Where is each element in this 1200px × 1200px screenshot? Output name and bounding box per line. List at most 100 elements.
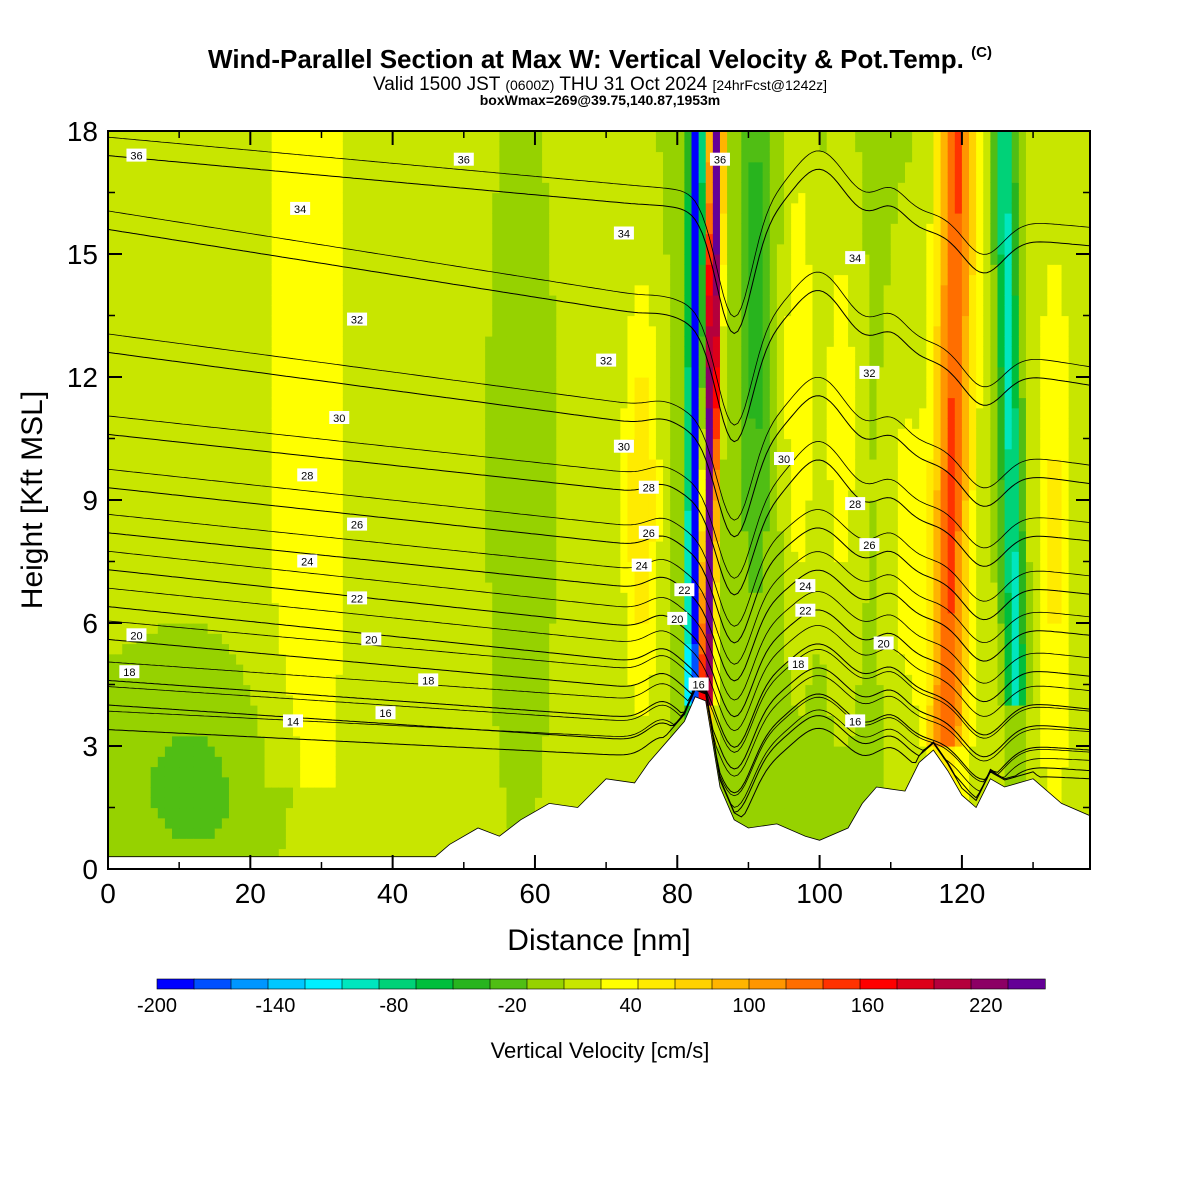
velocity-cell <box>406 448 415 460</box>
velocity-cell <box>549 141 557 153</box>
velocity-cell <box>563 336 572 347</box>
velocity-cell <box>357 489 365 501</box>
velocity-cell <box>591 653 600 665</box>
velocity-cell <box>385 807 394 819</box>
velocity-cell <box>556 192 565 204</box>
velocity-cell <box>278 346 287 358</box>
velocity-cell <box>193 684 202 696</box>
velocity-cell <box>164 520 173 532</box>
velocity-cell <box>421 131 429 142</box>
velocity-cell <box>378 202 387 214</box>
velocity-cell <box>421 243 429 255</box>
velocity-cell <box>250 489 259 501</box>
velocity-cell <box>307 192 315 204</box>
velocity-cell <box>520 141 529 153</box>
velocity-cell <box>584 325 593 337</box>
velocity-cell <box>122 602 130 614</box>
velocity-cell <box>556 797 565 809</box>
velocity-cell <box>278 807 287 819</box>
velocity-cell <box>520 602 529 614</box>
velocity-cell <box>449 766 458 778</box>
velocity-cell <box>456 664 465 675</box>
velocity-cell <box>186 561 194 573</box>
velocity-cell <box>257 848 266 860</box>
velocity-cell <box>271 520 280 532</box>
velocity-cell <box>321 264 330 276</box>
velocity-cell <box>591 356 600 368</box>
velocity-cell <box>556 397 565 409</box>
velocity-cell <box>563 664 572 675</box>
velocity-cell <box>577 479 586 491</box>
velocity-cell <box>506 469 515 481</box>
velocity-cell <box>591 325 600 337</box>
velocity-cell <box>549 623 557 634</box>
velocity-cell <box>413 223 422 235</box>
velocity-cell <box>321 315 330 327</box>
velocity-cell <box>570 356 579 368</box>
velocity-cell <box>506 705 515 716</box>
velocity-cell <box>179 223 187 235</box>
velocity-cell <box>207 807 216 819</box>
velocity-cell <box>421 530 429 542</box>
velocity-cell <box>385 407 394 419</box>
velocity-cell <box>499 202 508 214</box>
velocity-cell <box>186 428 194 440</box>
velocity-cell <box>214 807 223 819</box>
velocity-cell <box>264 551 273 563</box>
velocity-cell <box>207 479 216 491</box>
velocity-cell <box>385 141 394 153</box>
velocity-cell <box>172 715 180 727</box>
velocity-cell <box>193 838 202 850</box>
velocity-cell <box>435 735 444 747</box>
velocity-cell <box>534 387 543 399</box>
velocity-cell <box>556 571 565 583</box>
velocity-cell <box>122 192 130 204</box>
velocity-cell <box>435 469 444 481</box>
velocity-cell <box>129 776 138 788</box>
velocity-cell <box>314 848 323 860</box>
velocity-cell <box>364 561 372 573</box>
velocity-cell <box>293 551 301 563</box>
velocity-cell <box>399 653 408 665</box>
velocity-cell <box>150 848 159 860</box>
velocity-cell <box>164 223 173 235</box>
velocity-cell <box>271 418 280 429</box>
velocity-cell <box>492 489 500 501</box>
velocity-cell <box>193 448 202 460</box>
velocity-cell <box>221 561 230 573</box>
velocity-cell <box>164 192 173 204</box>
velocity-cell <box>257 623 266 634</box>
velocity-cell <box>556 428 565 440</box>
velocity-cell <box>478 807 486 819</box>
velocity-cell <box>378 653 387 665</box>
velocity-cell <box>300 541 308 552</box>
velocity-cell <box>278 243 287 255</box>
velocity-cell <box>556 592 565 604</box>
velocity-cell <box>179 623 187 634</box>
velocity-cell <box>549 233 557 245</box>
velocity-cell <box>143 674 152 686</box>
velocity-cell <box>449 274 458 286</box>
velocity-cell <box>449 428 458 440</box>
velocity-cell <box>328 776 337 788</box>
velocity-cell <box>399 756 408 768</box>
velocity-cell <box>321 274 330 286</box>
velocity-cell <box>542 489 550 501</box>
velocity-cell <box>520 243 529 255</box>
velocity-cell <box>293 561 301 573</box>
velocity-cell <box>463 766 472 778</box>
velocity-cell <box>428 623 436 634</box>
velocity-cell <box>108 192 116 204</box>
velocity-cell <box>314 817 323 829</box>
velocity-cell <box>115 161 123 173</box>
velocity-cell <box>143 377 152 388</box>
velocity-cell <box>499 643 508 655</box>
velocity-cell <box>250 520 259 532</box>
velocity-cell <box>122 705 130 716</box>
velocity-cell <box>243 551 251 563</box>
velocity-cell <box>357 653 365 665</box>
velocity-cell <box>150 664 159 675</box>
velocity-cell <box>563 643 572 655</box>
velocity-cell <box>321 192 330 204</box>
